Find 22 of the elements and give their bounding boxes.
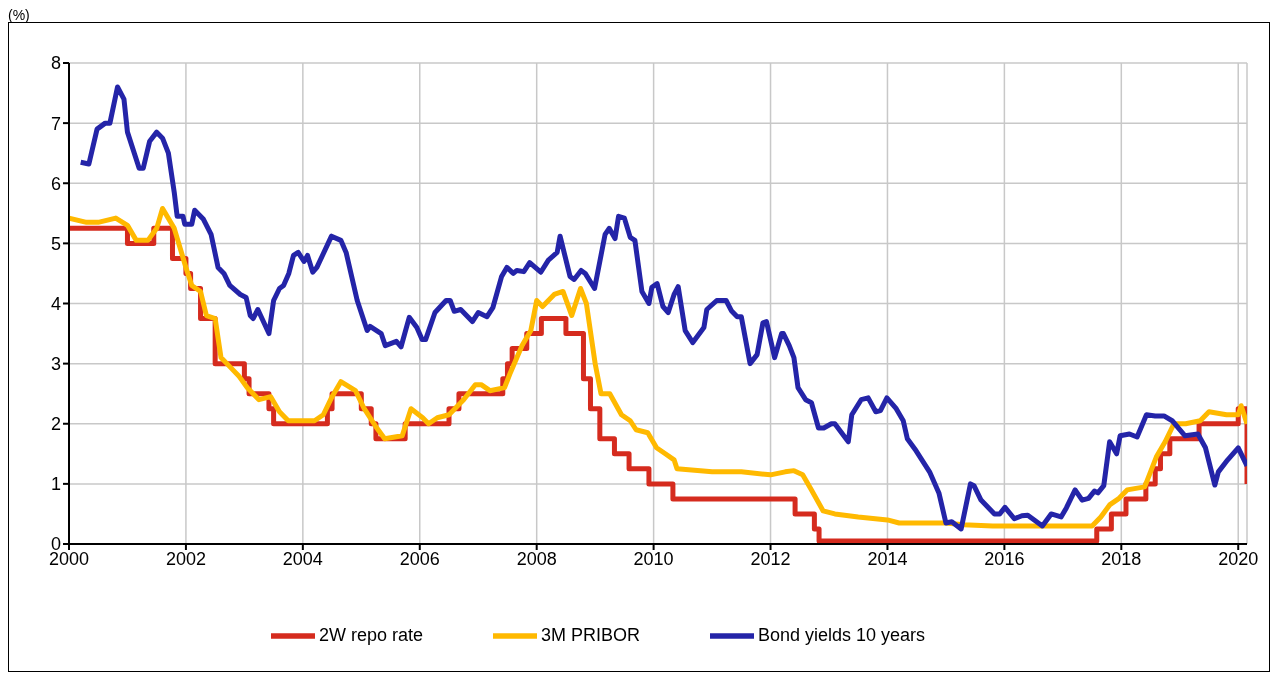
x-tick-label: 2018 [1101, 548, 1142, 569]
x-tick-label: 2004 [282, 548, 323, 569]
x-tick-label: 2012 [750, 548, 791, 569]
y-tick-label: 6 [50, 173, 61, 194]
y-tick-label: 4 [50, 293, 61, 314]
y-tick-label: 3 [50, 354, 61, 375]
y-tick-label: 1 [50, 474, 61, 495]
y-tick-label: 5 [50, 233, 61, 254]
y-axis-title: (%) [8, 7, 31, 23]
x-tick-label: 2008 [516, 548, 557, 569]
x-tick-label: 2016 [984, 548, 1025, 569]
x-tick-label: 2006 [399, 548, 440, 569]
y-tick-label: 8 [50, 53, 61, 74]
y-tick-label: 2 [50, 414, 61, 435]
legend-label: 2W repo rate [318, 624, 423, 645]
x-tick-label: 2010 [633, 548, 674, 569]
y-tick-label: 7 [50, 113, 61, 134]
x-tick-label: 2020 [1218, 548, 1259, 569]
x-tick-label: 2014 [867, 548, 908, 569]
legend-label: 3M PRIBOR [540, 624, 640, 645]
x-tick-label: 2002 [165, 548, 206, 569]
legend-label: Bond yields 10 years [757, 624, 926, 645]
